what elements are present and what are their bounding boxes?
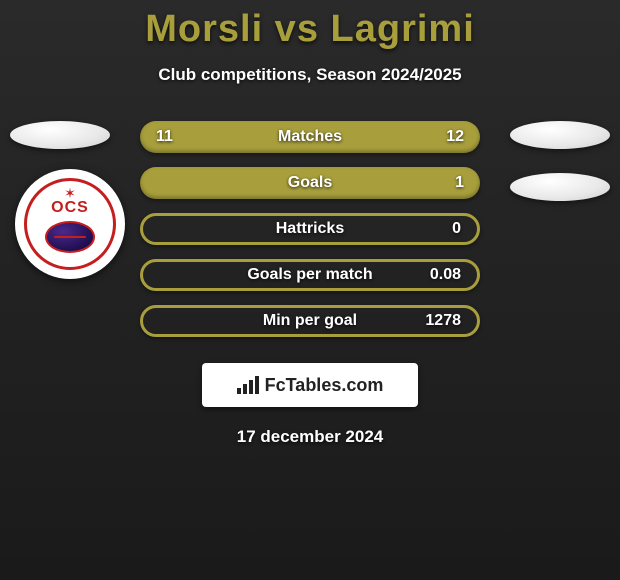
club-right-badge-placeholder bbox=[510, 173, 610, 201]
stat-right-value: 0.08 bbox=[430, 266, 461, 284]
comparison-panel: ✶ OCS 11 Matches 12 Goals 1 Hattricks 0 Goals p… bbox=[0, 121, 620, 447]
stat-bar: Goals 1 bbox=[140, 167, 480, 199]
fctables-link[interactable]: FcTables.com bbox=[202, 363, 418, 407]
stat-label: Matches bbox=[278, 128, 342, 146]
stat-bar: 11 Matches 12 bbox=[140, 121, 480, 153]
rugby-ball-icon bbox=[45, 221, 95, 253]
stat-label: Goals per match bbox=[247, 266, 372, 284]
subtitle: Club competitions, Season 2024/2025 bbox=[0, 65, 620, 85]
stat-label: Min per goal bbox=[263, 312, 357, 330]
stat-bar: Min per goal 1278 bbox=[140, 305, 480, 337]
stat-label: Hattricks bbox=[276, 220, 344, 238]
player-left-avatar-placeholder bbox=[10, 121, 110, 149]
stat-right-value: 0 bbox=[452, 220, 461, 238]
player-right-avatar-placeholder bbox=[510, 121, 610, 149]
club-left-badge: ✶ OCS bbox=[15, 169, 125, 279]
page-title: Morsli vs Lagrimi bbox=[0, 0, 620, 51]
stat-bar: Hattricks 0 bbox=[140, 213, 480, 245]
date-label: 17 december 2024 bbox=[0, 427, 620, 447]
club-badge-text: OCS bbox=[51, 199, 89, 217]
stat-left-value: 11 bbox=[156, 128, 173, 146]
stat-label: Goals bbox=[288, 174, 332, 192]
stat-bars: 11 Matches 12 Goals 1 Hattricks 0 Goals per mat… bbox=[140, 121, 480, 337]
stat-right-value: 12 bbox=[446, 128, 464, 146]
stat-right-value: 1278 bbox=[425, 312, 461, 330]
stat-bar: Goals per match 0.08 bbox=[140, 259, 480, 291]
chart-icon bbox=[237, 376, 259, 394]
stat-right-value: 1 bbox=[455, 174, 464, 192]
logo-text: FcTables.com bbox=[265, 375, 384, 396]
